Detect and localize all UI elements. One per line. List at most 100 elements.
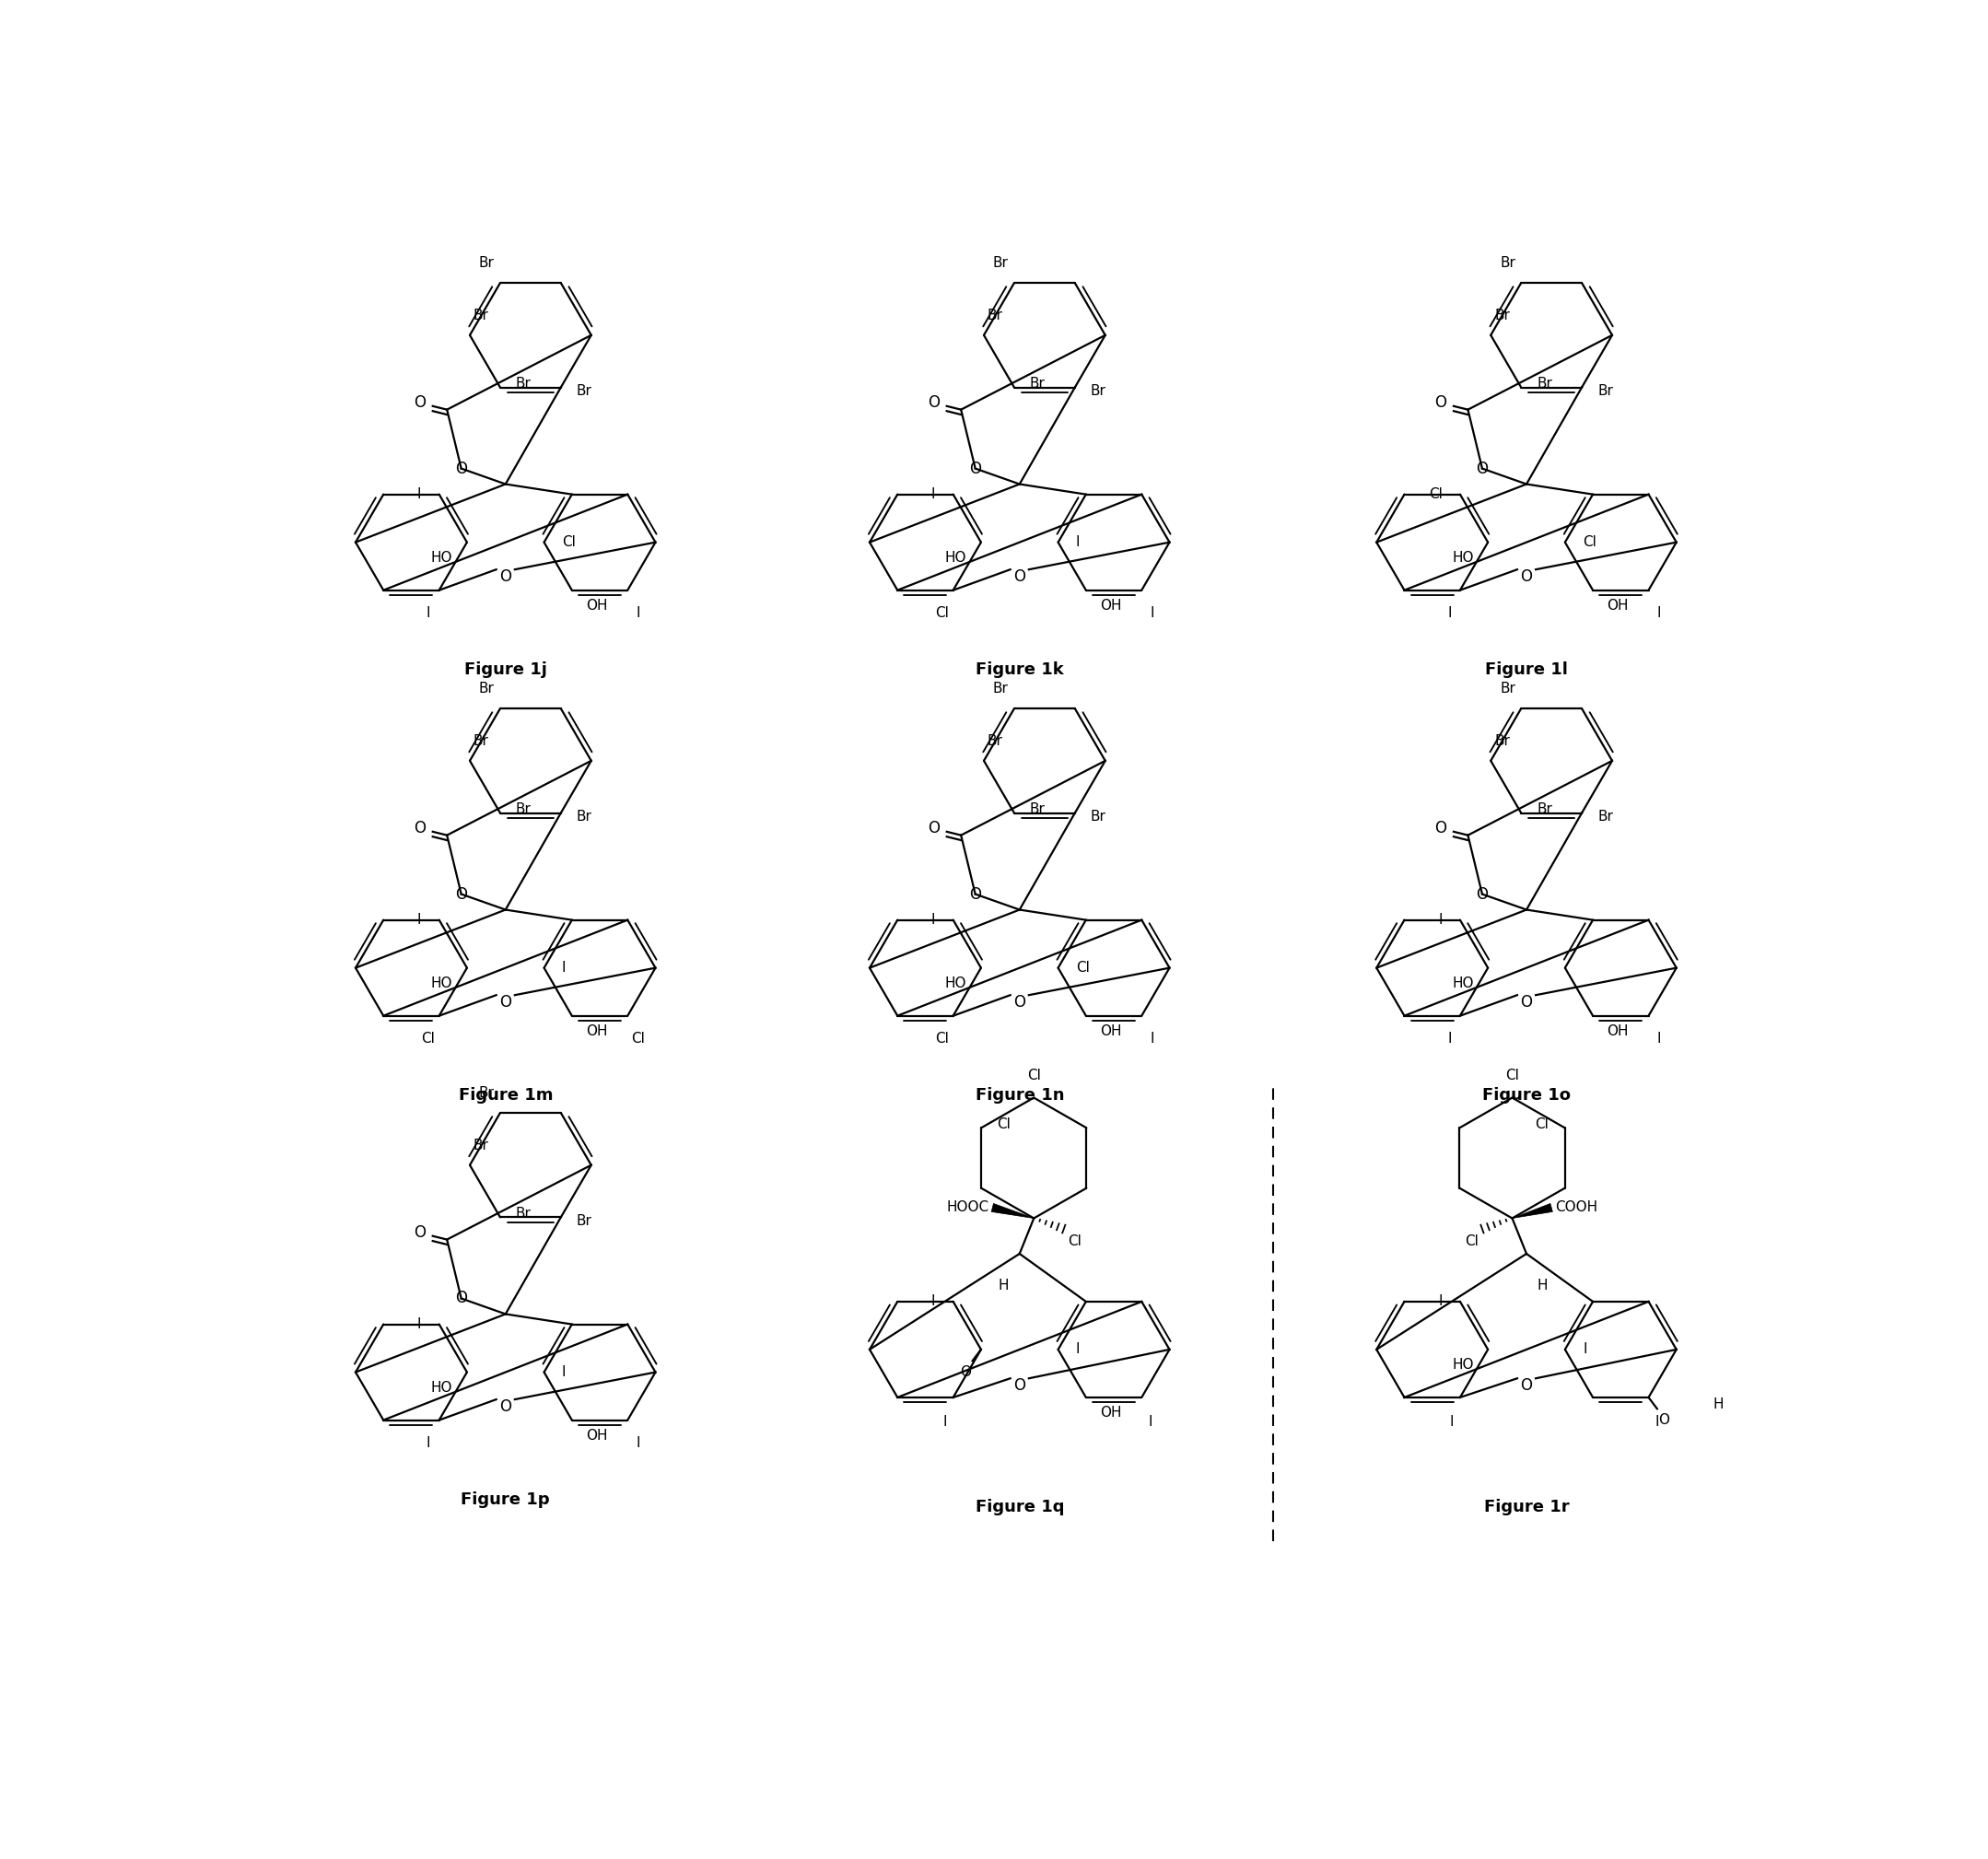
Text: I: I bbox=[425, 606, 431, 619]
Text: I: I bbox=[1658, 1032, 1662, 1045]
Text: Cl: Cl bbox=[1465, 1234, 1479, 1249]
Text: H: H bbox=[998, 1279, 1010, 1292]
Text: O: O bbox=[499, 1398, 511, 1415]
Text: O: O bbox=[928, 394, 940, 411]
Text: Br: Br bbox=[1495, 734, 1509, 747]
Text: Br: Br bbox=[473, 309, 489, 322]
Text: HO: HO bbox=[431, 1381, 453, 1394]
Text: O: O bbox=[499, 569, 511, 586]
Text: HO: HO bbox=[431, 550, 453, 565]
Text: HO: HO bbox=[1451, 976, 1473, 991]
Text: O: O bbox=[1435, 394, 1447, 411]
Text: Cl: Cl bbox=[936, 606, 950, 619]
Text: O: O bbox=[414, 394, 425, 411]
Text: O: O bbox=[970, 887, 982, 902]
Text: Cl: Cl bbox=[1028, 1069, 1040, 1082]
Text: Cl: Cl bbox=[1076, 961, 1089, 974]
Text: Br: Br bbox=[1030, 377, 1046, 390]
Text: Figure 1n: Figure 1n bbox=[976, 1088, 1064, 1104]
Text: Br: Br bbox=[577, 811, 592, 824]
Text: Br: Br bbox=[479, 1086, 495, 1101]
Text: Figure 1q: Figure 1q bbox=[976, 1498, 1064, 1515]
Text: Cl: Cl bbox=[936, 1032, 950, 1045]
Polygon shape bbox=[1513, 1203, 1553, 1218]
Text: I: I bbox=[1447, 1032, 1451, 1045]
Text: OH: OH bbox=[1606, 599, 1628, 612]
Text: COOH: COOH bbox=[1555, 1201, 1598, 1214]
Text: I: I bbox=[942, 1415, 946, 1430]
Text: H: H bbox=[1537, 1279, 1547, 1292]
Text: I: I bbox=[636, 606, 640, 619]
Text: O: O bbox=[414, 1225, 425, 1240]
Text: Cl: Cl bbox=[998, 1117, 1010, 1130]
Text: OH: OH bbox=[586, 1428, 608, 1443]
Text: I: I bbox=[930, 1294, 934, 1309]
Text: HO: HO bbox=[431, 976, 453, 991]
Text: Br: Br bbox=[479, 257, 495, 270]
Text: I: I bbox=[563, 961, 567, 974]
Text: Br: Br bbox=[1598, 811, 1612, 824]
Text: I: I bbox=[1149, 1415, 1153, 1430]
Text: O: O bbox=[455, 461, 467, 476]
Text: Cl: Cl bbox=[632, 1032, 646, 1045]
Text: Br: Br bbox=[1499, 682, 1515, 695]
Text: Br: Br bbox=[1598, 385, 1612, 398]
Text: Cl: Cl bbox=[421, 1032, 435, 1045]
Text: O: O bbox=[960, 1365, 970, 1379]
Text: Br: Br bbox=[1091, 385, 1105, 398]
Text: Cl: Cl bbox=[1068, 1234, 1081, 1249]
Text: Br: Br bbox=[577, 1214, 592, 1227]
Text: I: I bbox=[417, 913, 421, 928]
Text: I: I bbox=[1151, 1032, 1155, 1045]
Text: Figure 1o: Figure 1o bbox=[1483, 1088, 1571, 1104]
Text: I: I bbox=[1658, 606, 1662, 619]
Text: Br: Br bbox=[992, 257, 1008, 270]
Text: O: O bbox=[1658, 1413, 1670, 1428]
Text: I: I bbox=[930, 487, 934, 502]
Text: O: O bbox=[928, 820, 940, 837]
Text: Br: Br bbox=[577, 385, 592, 398]
Text: Br: Br bbox=[988, 309, 1004, 322]
Text: OH: OH bbox=[1099, 1024, 1121, 1037]
Text: Br: Br bbox=[1499, 257, 1515, 270]
Text: Cl: Cl bbox=[1535, 1117, 1549, 1130]
Text: Br: Br bbox=[515, 377, 531, 390]
Text: OH: OH bbox=[1099, 1405, 1121, 1420]
Text: Br: Br bbox=[992, 682, 1008, 695]
Text: O: O bbox=[1521, 1378, 1533, 1394]
Text: O: O bbox=[1477, 887, 1489, 902]
Text: O: O bbox=[1014, 569, 1026, 586]
Text: Br: Br bbox=[515, 1206, 531, 1221]
Text: HO: HO bbox=[944, 550, 966, 565]
Text: O: O bbox=[455, 887, 467, 902]
Text: I: I bbox=[1656, 1415, 1660, 1430]
Text: Cl: Cl bbox=[1429, 487, 1441, 502]
Text: O: O bbox=[1014, 995, 1026, 1011]
Text: Br: Br bbox=[479, 682, 495, 695]
Text: O: O bbox=[1521, 569, 1533, 586]
Text: H: H bbox=[1714, 1398, 1724, 1411]
Text: O: O bbox=[1477, 461, 1489, 476]
Text: OH: OH bbox=[1099, 599, 1121, 612]
Text: Figure 1p: Figure 1p bbox=[461, 1491, 551, 1508]
Text: Br: Br bbox=[473, 734, 489, 747]
Text: Br: Br bbox=[1030, 803, 1046, 816]
Text: Br: Br bbox=[1537, 377, 1553, 390]
Text: Cl: Cl bbox=[1582, 535, 1596, 548]
Text: O: O bbox=[455, 1290, 467, 1307]
Text: OH: OH bbox=[586, 1024, 608, 1037]
Text: Br: Br bbox=[515, 803, 531, 816]
Text: I: I bbox=[1449, 1415, 1453, 1430]
Polygon shape bbox=[992, 1203, 1034, 1218]
Text: I: I bbox=[1076, 535, 1079, 548]
Text: HO: HO bbox=[1451, 1359, 1473, 1372]
Text: I: I bbox=[930, 913, 934, 928]
Text: OH: OH bbox=[586, 599, 608, 612]
Text: I: I bbox=[1437, 1294, 1441, 1309]
Text: Figure 1k: Figure 1k bbox=[976, 662, 1064, 679]
Text: Cl: Cl bbox=[1505, 1069, 1519, 1082]
Text: Br: Br bbox=[1091, 811, 1105, 824]
Text: I: I bbox=[1076, 1342, 1079, 1357]
Text: Cl: Cl bbox=[563, 535, 577, 548]
Text: I: I bbox=[636, 1435, 640, 1450]
